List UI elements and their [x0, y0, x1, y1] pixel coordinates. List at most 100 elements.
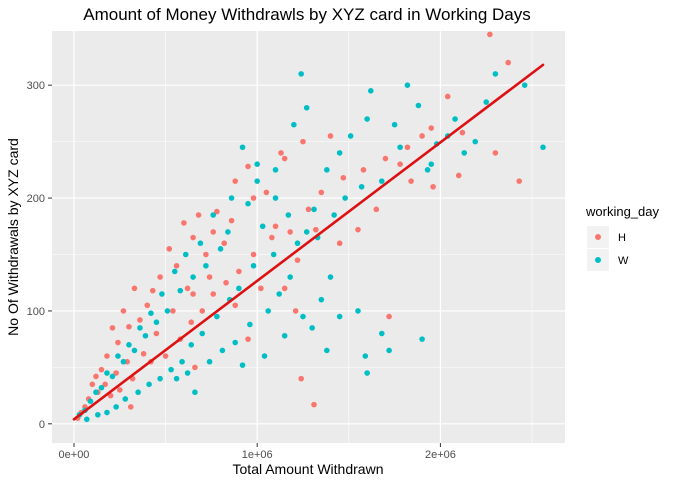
data-point	[419, 336, 425, 342]
data-point	[281, 155, 288, 162]
data-point	[391, 121, 398, 128]
data-point	[516, 178, 522, 184]
data-point	[113, 370, 119, 376]
data-point	[199, 330, 206, 337]
data-point	[144, 302, 151, 309]
data-point	[263, 189, 270, 196]
data-point	[287, 229, 293, 235]
data-point	[428, 161, 435, 167]
data-point	[278, 150, 284, 156]
data-point	[291, 121, 297, 128]
data-point	[272, 167, 279, 173]
data-point	[300, 138, 306, 145]
data-point	[408, 178, 414, 184]
data-point	[287, 274, 293, 280]
data-point	[228, 195, 235, 201]
legend-swatch-h	[595, 234, 601, 240]
data-point	[148, 310, 154, 316]
data-point	[342, 195, 348, 201]
data-point	[199, 308, 206, 314]
data-point	[162, 353, 169, 359]
data-point	[276, 291, 282, 297]
data-point	[116, 387, 123, 393]
data-point	[247, 321, 253, 328]
data-point	[364, 370, 370, 376]
data-point	[336, 313, 343, 320]
data-point	[166, 246, 173, 252]
data-point	[378, 178, 385, 184]
data-point	[355, 308, 361, 314]
chart-title: Amount of Money Withdrawls by XYZ card i…	[83, 5, 531, 24]
data-point	[318, 296, 325, 303]
data-point	[219, 347, 226, 354]
data-point	[331, 212, 337, 218]
data-point	[126, 323, 132, 330]
data-point	[192, 389, 198, 396]
data-point	[259, 223, 266, 230]
grid-lines	[52, 31, 565, 443]
data-point	[324, 167, 330, 173]
legend-swatch-w	[595, 257, 601, 263]
data-point	[113, 404, 119, 410]
data-point	[188, 342, 195, 348]
data-point	[159, 291, 165, 297]
data-point	[122, 396, 129, 402]
data-point	[311, 206, 317, 213]
data-point	[225, 229, 231, 235]
data-point	[210, 229, 217, 235]
data-point	[327, 133, 334, 139]
data-point	[254, 178, 260, 184]
data-point	[419, 133, 425, 139]
data-point	[149, 287, 156, 294]
data-points	[74, 31, 546, 423]
data-point	[131, 347, 138, 354]
data-point	[157, 274, 163, 280]
y-axis-title: No Of Withdrawals by XYZ card	[5, 138, 21, 336]
data-point	[444, 93, 451, 100]
data-point	[265, 308, 271, 314]
data-point	[190, 234, 196, 241]
data-point	[285, 212, 292, 218]
data-point	[313, 226, 319, 233]
data-point	[104, 370, 110, 376]
data-point	[190, 274, 196, 280]
data-point	[404, 82, 411, 88]
y-tick-label: 300	[27, 80, 45, 92]
data-point	[305, 206, 312, 213]
data-point	[84, 416, 90, 423]
data-point	[192, 364, 198, 371]
data-point	[397, 161, 403, 167]
data-point	[184, 285, 191, 292]
x-axis: 0e+00 1e+06 2e+06	[59, 443, 456, 461]
data-point	[210, 291, 217, 297]
data-point	[228, 217, 235, 224]
data-point	[340, 174, 347, 181]
data-point	[270, 251, 277, 258]
data-point	[221, 240, 228, 247]
legend-label-h: H	[618, 232, 626, 244]
trend-line-layer	[72, 63, 545, 421]
data-point	[89, 381, 96, 388]
data-point	[364, 116, 370, 122]
data-point	[311, 401, 317, 408]
data-point	[505, 59, 512, 66]
data-point	[303, 104, 310, 111]
data-point	[294, 257, 301, 263]
data-point	[109, 373, 116, 380]
data-point	[153, 330, 160, 337]
data-point	[146, 381, 152, 388]
data-point	[250, 251, 257, 258]
data-point	[173, 262, 180, 269]
data-point	[104, 409, 110, 416]
data-point	[540, 144, 546, 151]
data-point	[461, 150, 468, 156]
data-point	[303, 229, 310, 235]
data-point	[206, 274, 213, 280]
data-point	[309, 325, 315, 331]
data-point	[269, 234, 275, 241]
data-point	[239, 144, 246, 151]
data-point	[140, 351, 147, 357]
x-tick-label: 2e+06	[425, 449, 456, 461]
data-point	[245, 200, 251, 207]
data-point	[109, 325, 116, 331]
